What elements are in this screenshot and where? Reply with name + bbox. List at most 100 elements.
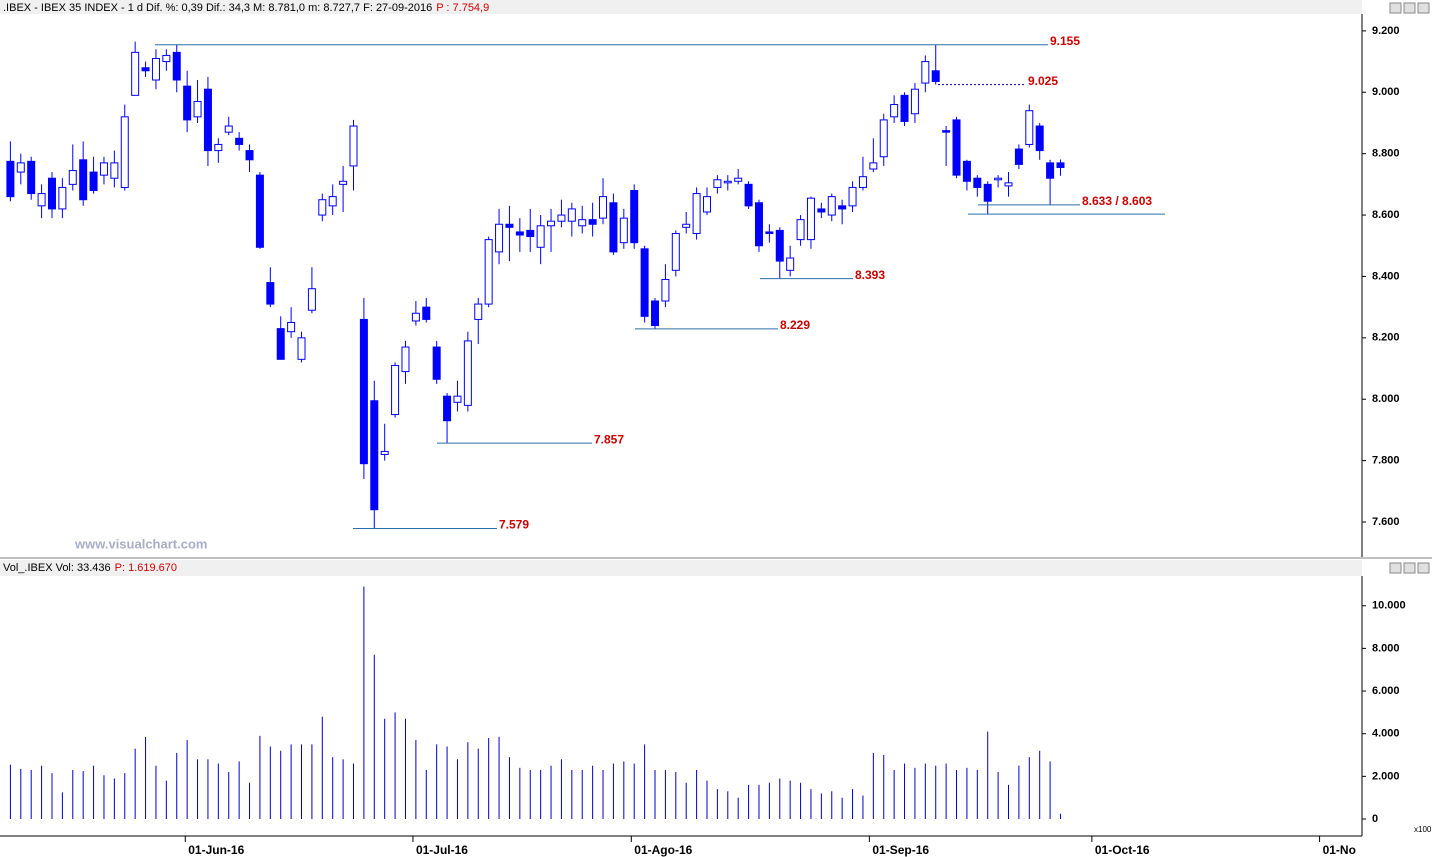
candle-body (110, 162, 119, 179)
y-tick-label: 4.000 (1372, 728, 1400, 740)
candle-body (1025, 110, 1034, 145)
candle-body (754, 202, 763, 247)
candle-body (588, 219, 597, 225)
candle-body (973, 177, 982, 188)
candle-body (962, 160, 971, 182)
candle-body (453, 395, 462, 403)
candle-body (1014, 148, 1023, 165)
y-tick-label: 8.800 (1372, 148, 1400, 160)
candle-body (401, 346, 410, 373)
candle-body (765, 231, 774, 234)
candle-body (120, 116, 129, 188)
maximize-button[interactable] (1403, 2, 1416, 14)
y-tick-label: 10.000 (1372, 600, 1406, 612)
close-button[interactable] (1417, 2, 1430, 14)
candle-body (89, 171, 98, 191)
candle-body (734, 177, 743, 182)
candle-body (702, 196, 711, 213)
candle-body (359, 318, 368, 465)
candle-body (599, 196, 608, 219)
candle-body (838, 205, 847, 210)
candle-body (99, 162, 108, 176)
minimize-button[interactable] (1389, 2, 1402, 14)
y-tick-label: 8.200 (1372, 332, 1400, 344)
candle-body (567, 208, 576, 222)
candle-body (931, 70, 940, 83)
candle-body (235, 137, 244, 145)
candle-body (422, 306, 431, 320)
candle-body (255, 174, 264, 248)
candle-body (245, 150, 254, 161)
candle-body (609, 202, 618, 253)
candle-body (1004, 182, 1013, 187)
y-tick-label: 8.000 (1372, 393, 1400, 405)
candle-body (692, 193, 701, 234)
candle-body (515, 231, 524, 236)
candle-body (349, 125, 358, 167)
candle-body (827, 196, 836, 216)
candle-body (879, 119, 888, 158)
volume-unit: x100 (1414, 825, 1432, 834)
window-buttons[interactable] (1389, 2, 1430, 574)
candle-body (328, 196, 337, 207)
candle-body (817, 208, 826, 213)
candle-body (411, 312, 420, 322)
candle-body (339, 180, 348, 185)
level-label: 8.633 / 8.603 (1082, 194, 1152, 208)
candle-body (68, 170, 77, 185)
candle-body (266, 282, 275, 305)
minimize-button[interactable] (1389, 562, 1402, 574)
candle-body (391, 364, 400, 416)
candle-body (27, 160, 36, 195)
candle-body (547, 220, 556, 227)
candle-body (380, 450, 389, 455)
candle-body (796, 219, 805, 241)
candle-body (661, 279, 670, 302)
y-tick-label: 8.600 (1372, 209, 1400, 221)
y-tick-label: 0 (1372, 813, 1378, 825)
candle-body (224, 125, 233, 133)
x-tick-label: 01-Sep-16 (872, 843, 929, 857)
candle-body (474, 303, 483, 320)
x-tick-label: 01-No (1323, 843, 1356, 857)
watermark: www.visualchart.com (74, 536, 207, 551)
candle-body (141, 67, 150, 72)
close-button[interactable] (1417, 562, 1430, 574)
candle-body (37, 193, 46, 207)
level-label: 7.857 (594, 432, 624, 446)
candle-body (432, 346, 441, 380)
header-cursor: P : 7.754,9 (436, 2, 489, 14)
y-tick-label: 8.400 (1372, 270, 1400, 282)
candle-body (505, 223, 514, 228)
level-label: 8.229 (780, 318, 810, 332)
candle-body (443, 395, 452, 422)
candle-body (557, 214, 566, 222)
candle-body (806, 197, 815, 241)
candle-body (848, 186, 857, 207)
header-title: .IBEX - IBEX 35 INDEX - 1 d Dif. %: 0,39… (3, 2, 432, 14)
candle-body (203, 88, 212, 152)
candle-body (619, 217, 628, 244)
candle-body (786, 257, 795, 271)
candle-body (869, 162, 878, 170)
candle-body (214, 143, 223, 152)
candle-body (536, 225, 545, 248)
candle-body (723, 180, 732, 184)
candle-body (162, 54, 171, 63)
level-label: 8.393 (855, 268, 885, 282)
candle-body (952, 119, 961, 176)
y-tick-label: 8.000 (1372, 642, 1400, 654)
y-tick-label: 6.000 (1372, 685, 1400, 697)
maximize-button[interactable] (1403, 562, 1416, 574)
candle-body (744, 183, 753, 207)
candle-body (318, 199, 327, 216)
y-tick-label: 7.600 (1372, 516, 1400, 528)
candle-body (1056, 162, 1065, 168)
candle-body (713, 179, 722, 188)
price-header (0, 0, 1362, 14)
volume-cursor: P: 1.619.670 (115, 562, 177, 574)
candle-body (890, 104, 899, 118)
candle-body (858, 176, 867, 188)
y-tick-label: 9.200 (1372, 25, 1400, 37)
x-tick-label: 01-Jul-16 (416, 843, 468, 857)
